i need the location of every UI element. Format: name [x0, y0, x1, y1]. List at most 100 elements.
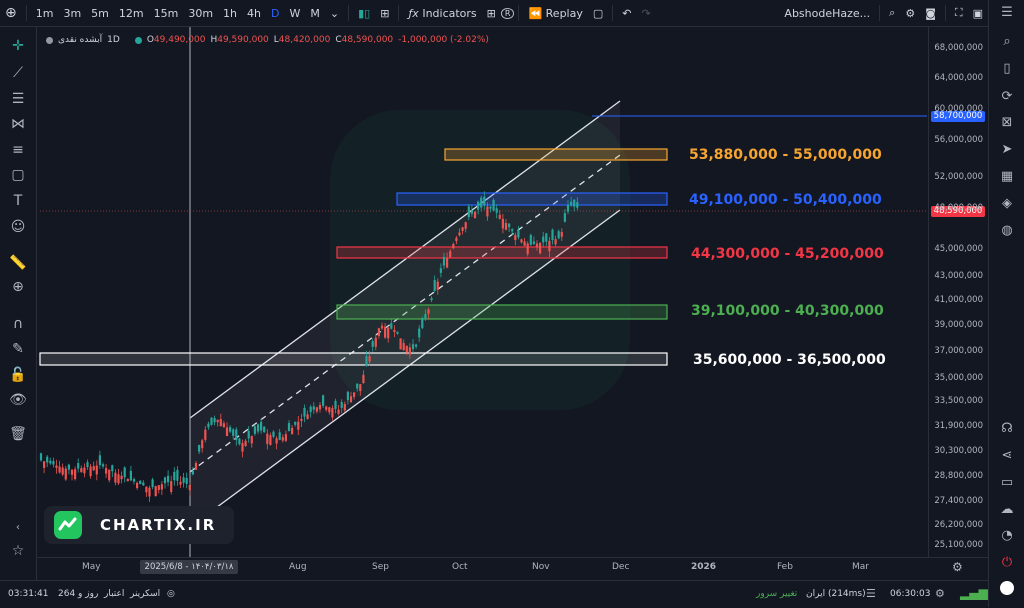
- undo-icon[interactable]: ↶: [622, 6, 632, 20]
- chevron-down-icon[interactable]: ⌄: [329, 6, 340, 20]
- candle: [362, 374, 365, 384]
- timeframe-12m[interactable]: 12m: [118, 6, 144, 20]
- settings-icon[interactable]: ⚙: [905, 6, 916, 20]
- share-icon[interactable]: ⋖: [1001, 448, 1013, 463]
- magnet-icon[interactable]: ∩: [12, 316, 24, 332]
- trendline-icon[interactable]: ⟋: [13, 65, 23, 81]
- price-label: 56,000,000: [934, 135, 983, 145]
- symbol-name[interactable]: آبشده نقدی: [58, 35, 103, 45]
- eye-icon[interactable]: 👁: [9, 392, 27, 408]
- time-scale[interactable]: May Aug Sep Oct Nov Dec 2026 Feb Mar: [37, 557, 988, 580]
- alert-icon[interactable]: R: [500, 7, 515, 19]
- camera-icon[interactable]: ◙: [925, 6, 936, 20]
- timeframe-3m[interactable]: 3m: [63, 6, 82, 20]
- candle: [380, 325, 384, 329]
- collapse-panel-icon[interactable]: ‹: [16, 522, 20, 533]
- wallet-icon[interactable]: ▯: [1003, 61, 1011, 76]
- candle: [542, 236, 545, 243]
- zone-white[interactable]: [39, 352, 668, 366]
- snapshot-icon[interactable]: ▣: [972, 6, 983, 20]
- fib-icon[interactable]: ☰: [11, 91, 25, 107]
- candle: [430, 298, 433, 301]
- layers-icon[interactable]: ◈: [1002, 196, 1012, 211]
- lock-drawing-icon[interactable]: ✎: [12, 341, 24, 357]
- zone-orange[interactable]: [444, 148, 668, 161]
- candle: [309, 406, 312, 412]
- timeframe-30m[interactable]: 30m: [188, 6, 214, 20]
- ruler-icon[interactable]: 📏: [9, 255, 27, 271]
- emoji-icon[interactable]: ☺: [10, 219, 26, 235]
- add-symbol-icon[interactable]: ⊕: [5, 5, 17, 21]
- scale-settings-icon[interactable]: ⚙: [952, 560, 963, 574]
- zone-green[interactable]: [336, 304, 668, 320]
- zone-red[interactable]: [336, 246, 668, 259]
- rectangle-icon[interactable]: ▢: [592, 6, 604, 20]
- timeframe-w[interactable]: W: [289, 6, 301, 20]
- screener-button[interactable]: اسکرینر ◎: [130, 589, 175, 599]
- zoom-in-icon[interactable]: ⊕: [12, 279, 24, 295]
- text-icon[interactable]: T: [13, 193, 23, 209]
- timeframe-m[interactable]: M: [310, 6, 320, 20]
- pattern-icon[interactable]: ⋈: [11, 116, 25, 132]
- candle: [346, 391, 349, 401]
- time-label: Aug: [289, 562, 307, 572]
- candle: [43, 461, 46, 468]
- favorites-icon[interactable]: ☆: [11, 543, 25, 559]
- redo-icon[interactable]: ↷: [641, 6, 651, 20]
- headset-icon[interactable]: ☊: [1001, 421, 1013, 436]
- candle: [225, 427, 229, 437]
- price-chart[interactable]: [37, 27, 927, 557]
- candle: [123, 467, 126, 478]
- price-scale[interactable]: 58,700,000 48,590,000 68,000,000 64,000,0…: [928, 27, 989, 557]
- search-symbol-icon[interactable]: ⌕: [1003, 34, 1011, 49]
- candles-icon[interactable]: ▮▯: [358, 6, 371, 20]
- chart-icon[interactable]: ⊠: [1001, 115, 1013, 130]
- candle: [260, 421, 263, 431]
- compare-icon[interactable]: ⊞: [380, 6, 390, 20]
- crosshair-icon[interactable]: ✛: [12, 38, 24, 54]
- lock-icon[interactable]: 🔓: [9, 367, 27, 383]
- candle: [101, 464, 105, 467]
- gauge-icon[interactable]: ◔: [1001, 528, 1013, 543]
- candle: [300, 418, 303, 421]
- timeframe-5m[interactable]: 5m: [91, 6, 109, 20]
- timeframe-15m[interactable]: 15m: [153, 6, 179, 20]
- globe-icon[interactable]: ◍: [1001, 223, 1013, 238]
- timeframe-1h[interactable]: 1h: [223, 6, 238, 20]
- clock-left: 03:31:41: [8, 589, 49, 599]
- time-label: May: [82, 562, 101, 572]
- price-label: 27,400,000: [934, 496, 983, 506]
- account-name[interactable]: AbshodeHaze...: [784, 6, 871, 20]
- low-label: L: [273, 35, 279, 45]
- status-dot: [134, 36, 142, 44]
- fullscreen-icon[interactable]: ⛶: [954, 6, 963, 19]
- calendar-icon[interactable]: ▦: [1000, 169, 1014, 184]
- candle: [464, 222, 467, 229]
- templates-icon[interactable]: ⊞: [486, 6, 496, 20]
- watchlist-icon[interactable]: ☰: [1001, 5, 1013, 20]
- candle: [418, 328, 421, 338]
- card-icon[interactable]: ▭: [1000, 475, 1014, 490]
- timeframe-4h[interactable]: 4h: [247, 6, 262, 20]
- search-icon[interactable]: ⌕: [889, 6, 896, 19]
- avatar[interactable]: [1000, 581, 1014, 595]
- zone-blue[interactable]: [396, 192, 668, 206]
- settings-cog-icon[interactable]: ⚙: [935, 587, 945, 600]
- power-icon[interactable]: ⏻: [1001, 555, 1013, 570]
- candle: [120, 475, 123, 480]
- replay-button[interactable]: ⏪ Replay: [523, 7, 587, 20]
- candle: [235, 429, 238, 441]
- server-change-button[interactable]: تغییر سرور: [756, 589, 798, 599]
- timeframe-1m[interactable]: 1m: [35, 6, 54, 20]
- send-icon[interactable]: ➤: [1001, 142, 1013, 157]
- candle: [359, 384, 362, 392]
- candle: [570, 201, 573, 206]
- projection-icon[interactable]: ≡: [12, 142, 24, 158]
- refresh-icon[interactable]: ⟳: [1001, 89, 1013, 104]
- timeframe-d[interactable]: D: [271, 6, 280, 20]
- candle: [136, 482, 139, 489]
- indicators-button[interactable]: ƒx Indicators: [403, 7, 481, 20]
- cloud-icon[interactable]: ☁: [1000, 502, 1014, 517]
- shape-icon[interactable]: ▢: [11, 167, 25, 183]
- trash-icon[interactable]: 🗑: [9, 426, 27, 442]
